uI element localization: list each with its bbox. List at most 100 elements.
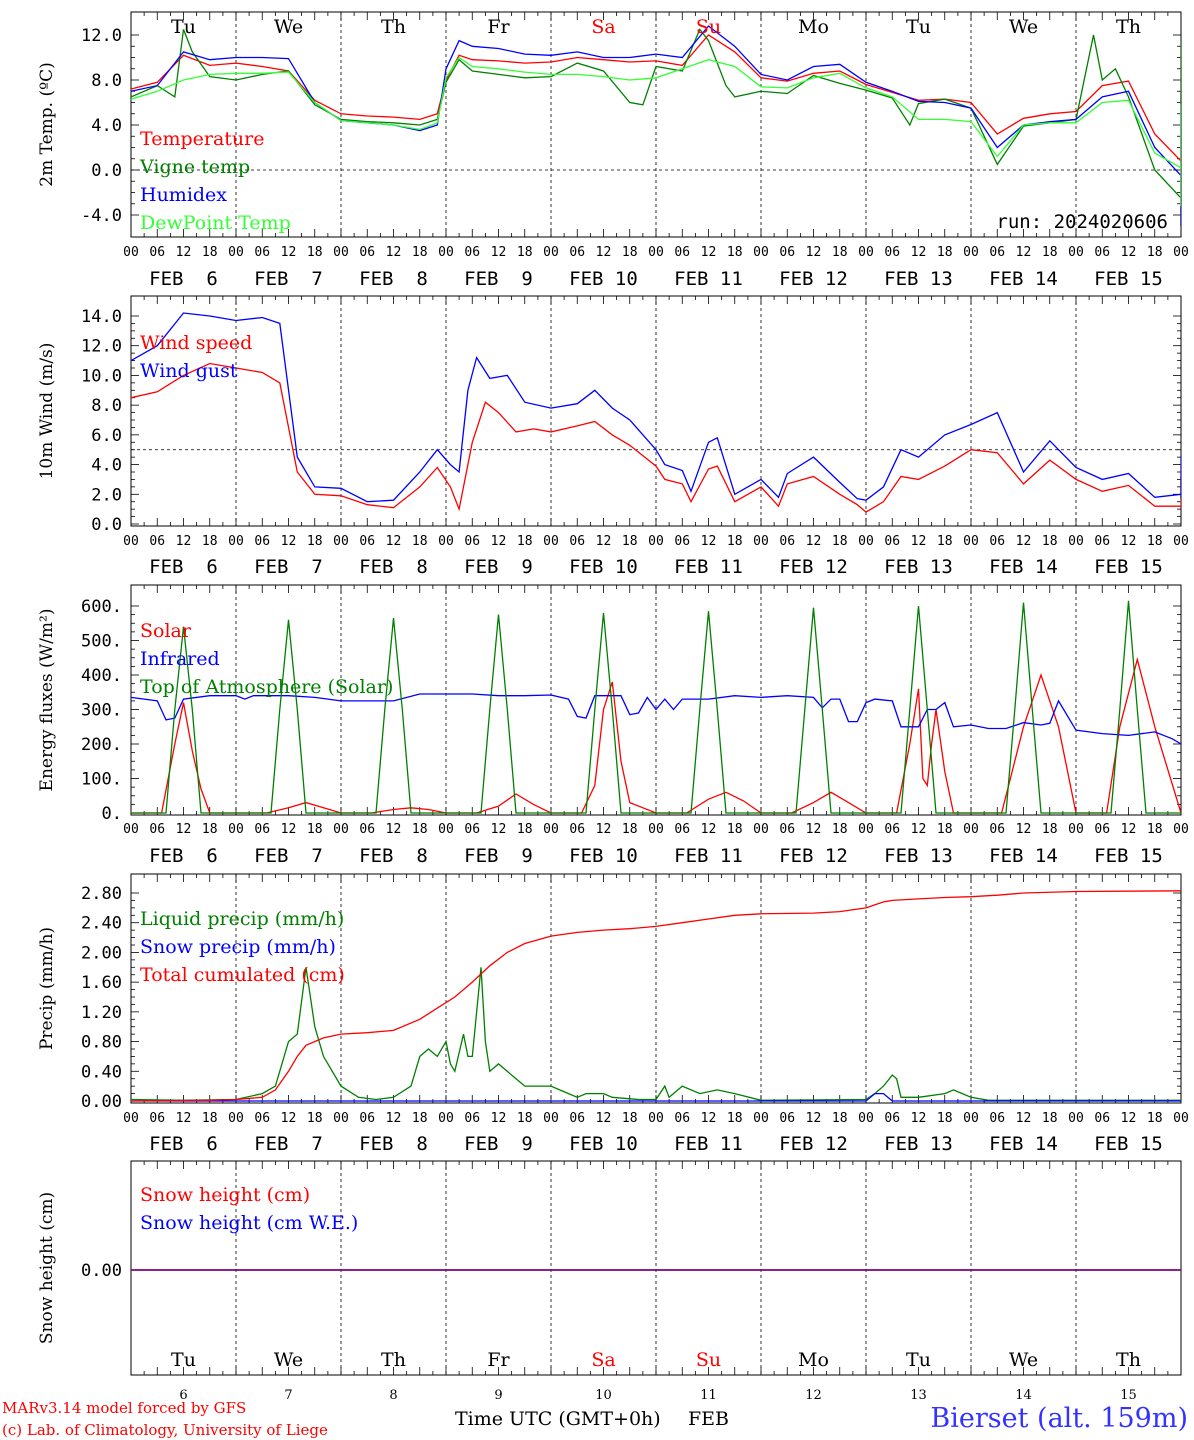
bottom-day-label: We <box>1009 1349 1038 1371</box>
hour-tick-label: 00 <box>963 245 979 260</box>
panel-4: 2.80 2.40 2.00 1.60 1.20 0.80 0.40 0.00 Precip (… <box>37 873 1189 1155</box>
hour-tick-label: 06 <box>989 1111 1005 1126</box>
day-number: 14 <box>1015 1388 1032 1403</box>
y-tick-label: 0.80 <box>81 1033 122 1053</box>
y-tick-label: 1.20 <box>81 1003 122 1023</box>
hour-tick-label: 18 <box>517 245 533 260</box>
hour-tick-label: 06 <box>359 534 375 549</box>
hour-tick-label: 00 <box>333 245 349 260</box>
hour-tick-label: 00 <box>648 1111 664 1126</box>
hour-tick-label: 00 <box>1068 1111 1084 1126</box>
hour-tick-label: 12 <box>806 534 822 549</box>
y-axis-label: 2m Temp. (ºC) <box>37 62 57 187</box>
hour-tick-label: 18 <box>307 822 323 837</box>
date-label: FEB 13 <box>884 1133 953 1155</box>
y-tick-label: 2.00 <box>81 943 122 963</box>
hour-tick-label: 12 <box>911 822 927 837</box>
hour-tick-label: 06 <box>1094 534 1110 549</box>
hour-tick-label: 00 <box>438 1111 454 1126</box>
hour-tick-label: 00 <box>648 822 664 837</box>
day-number: 10 <box>595 1388 612 1403</box>
hour-tick-label: 06 <box>254 1111 270 1126</box>
date-label: FEB 6 <box>149 268 218 290</box>
hour-tick-label: 06 <box>569 245 585 260</box>
hour-tick-label: 18 <box>937 245 953 260</box>
panel-2: 14.0 12.0 10.0 8.0 6.0 4.0 2.0 0.0 10m Wind (m/s… <box>37 295 1189 578</box>
hour-tick-label: 12 <box>386 1111 402 1126</box>
date-label: FEB 12 <box>779 556 848 578</box>
hour-tick-label: 12 <box>911 245 927 260</box>
y-axis-label: Energy fluxes (W/m²) <box>37 609 57 792</box>
legend-entry: Solar <box>140 620 192 642</box>
hour-tick-label: 00 <box>963 534 979 549</box>
hour-tick-label: 00 <box>228 245 244 260</box>
hour-tick-label: 18 <box>1042 1111 1058 1126</box>
hour-tick-label: 00 <box>1068 245 1084 260</box>
hour-tick-label: 06 <box>1094 822 1110 837</box>
legend-entry: Snow height (cm) <box>140 1184 310 1206</box>
hour-tick-label: 00 <box>228 534 244 549</box>
legend-entry: Infrared <box>140 648 220 670</box>
hour-tick-label: 06 <box>149 1111 165 1126</box>
hour-tick-label: 06 <box>674 1111 690 1126</box>
hour-tick-label: 12 <box>491 245 507 260</box>
date-label: FEB 13 <box>884 845 953 867</box>
date-label: FEB 9 <box>464 845 533 867</box>
hour-tick-label: 18 <box>1147 534 1163 549</box>
hour-tick-label: 18 <box>727 245 743 260</box>
hour-tick-label: 06 <box>884 822 900 837</box>
hour-tick-label: 12 <box>386 534 402 549</box>
date-label: FEB 15 <box>1094 556 1163 578</box>
hour-tick-label: 12 <box>701 534 717 549</box>
hour-tick-label: 00 <box>1173 1111 1189 1126</box>
hour-tick-label: 00 <box>438 534 454 549</box>
hour-tick-label: 00 <box>858 534 874 549</box>
hour-tick-label: 18 <box>622 822 638 837</box>
hour-tick-label: 06 <box>359 245 375 260</box>
hour-tick-label: 12 <box>386 245 402 260</box>
legend-entry: DewPoint Temp <box>140 212 291 234</box>
legend-entry: Total cumulated (cm) <box>140 964 345 986</box>
date-label: FEB 10 <box>569 1133 638 1155</box>
series-vigne-temp <box>131 28 1181 227</box>
hour-tick-label: 06 <box>989 245 1005 260</box>
bottom-day-label: We <box>274 1349 303 1371</box>
bottom-day-label: Tu <box>171 1349 196 1371</box>
hour-tick-label: 18 <box>832 822 848 837</box>
hour-tick-label: 12 <box>281 534 297 549</box>
series-temperature <box>131 34 1181 194</box>
hour-tick-label: 18 <box>307 1111 323 1126</box>
day-number: 8 <box>389 1388 397 1403</box>
hour-tick-label: 06 <box>779 822 795 837</box>
hour-tick-label: 18 <box>412 534 428 549</box>
y-tick-label: 4.0 <box>91 116 122 136</box>
date-label: FEB 8 <box>359 268 428 290</box>
station-label: Bierset (alt. 159m) <box>930 1403 1188 1434</box>
hour-tick-label: 06 <box>674 245 690 260</box>
hour-tick-label: 06 <box>149 534 165 549</box>
date-label: FEB 6 <box>149 1133 218 1155</box>
bottom-day-label: Th <box>1116 1349 1141 1371</box>
hour-tick-label: 00 <box>333 1111 349 1126</box>
y-tick-label: 100. <box>81 770 122 790</box>
y-tick-label: -4.0 <box>81 206 122 226</box>
y-tick-label: 0.00 <box>81 1092 122 1112</box>
hour-tick-label: 12 <box>1121 1111 1137 1126</box>
y-tick-label: 0.0 <box>91 161 122 181</box>
legend-entry: Temperature <box>140 128 264 150</box>
hour-tick-label: 12 <box>281 1111 297 1126</box>
day-label: We <box>1009 16 1038 38</box>
hour-tick-label: 18 <box>202 822 218 837</box>
hour-tick-label: 12 <box>911 1111 927 1126</box>
date-label: FEB 7 <box>254 845 323 867</box>
hour-tick-label: 18 <box>517 822 533 837</box>
hour-tick-label: 12 <box>1016 1111 1032 1126</box>
hour-tick-label: 00 <box>543 822 559 837</box>
hour-tick-label: 12 <box>806 245 822 260</box>
day-number: 13 <box>910 1388 927 1403</box>
hour-tick-label: 12 <box>911 534 927 549</box>
hour-tick-label: 00 <box>963 1111 979 1126</box>
date-label: FEB 15 <box>1094 268 1163 290</box>
y-tick-label: 4.0 <box>91 456 122 476</box>
